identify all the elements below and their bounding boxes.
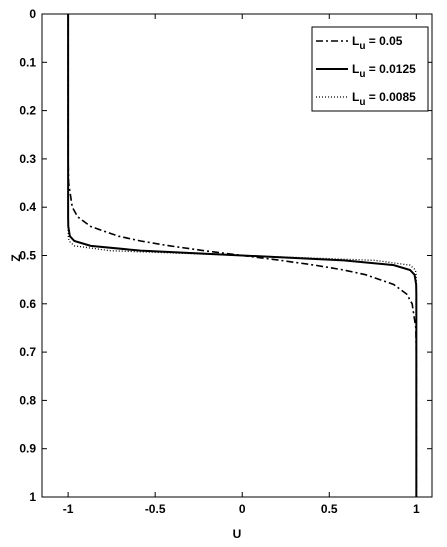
x-axis-label: U (233, 527, 242, 541)
y-tick-label: 0.1 (19, 55, 36, 69)
legend-label-part: = 0.0085 (365, 90, 416, 104)
y-tick-label: 0.8 (19, 393, 36, 407)
y-tick-label: 0.5 (19, 249, 36, 263)
legend-label-part: L (352, 62, 359, 76)
y-tick-label: 0.7 (19, 345, 36, 359)
x-tick-label: 1 (413, 502, 420, 516)
legend-label-part: = 0.0125 (365, 62, 416, 76)
legend-label-part: = 0.05 (365, 34, 402, 48)
legend-label-part: L (352, 34, 359, 48)
y-tick-label: 0.6 (19, 297, 36, 311)
legend-label: Lu = 0.05 (352, 34, 403, 52)
x-tick-label: 0.5 (321, 502, 338, 516)
y-tick-label: 1 (29, 490, 36, 504)
y-tick-label: 0.9 (19, 442, 36, 456)
y-tick-label: 0 (29, 7, 36, 21)
y-tick-label: 0.2 (19, 104, 36, 118)
x-tick-label: 0 (239, 502, 246, 516)
line-series (67, 14, 417, 497)
legend-label-sub: u (359, 97, 365, 108)
x-tick-label: -1 (63, 502, 74, 516)
legend-label-part: L (352, 90, 359, 104)
legend-label-sub: u (359, 69, 365, 80)
legend-label: Lu = 0.0125 (352, 62, 416, 80)
legend-label: Lu = 0.0085 (352, 90, 416, 108)
x-tick-label: -0.5 (145, 502, 166, 516)
y-tick-label: 0.3 (19, 152, 36, 166)
y-tick-label: 0.4 (19, 200, 36, 214)
y-axis-label: Z (9, 254, 23, 261)
legend-label-sub: u (359, 41, 365, 52)
